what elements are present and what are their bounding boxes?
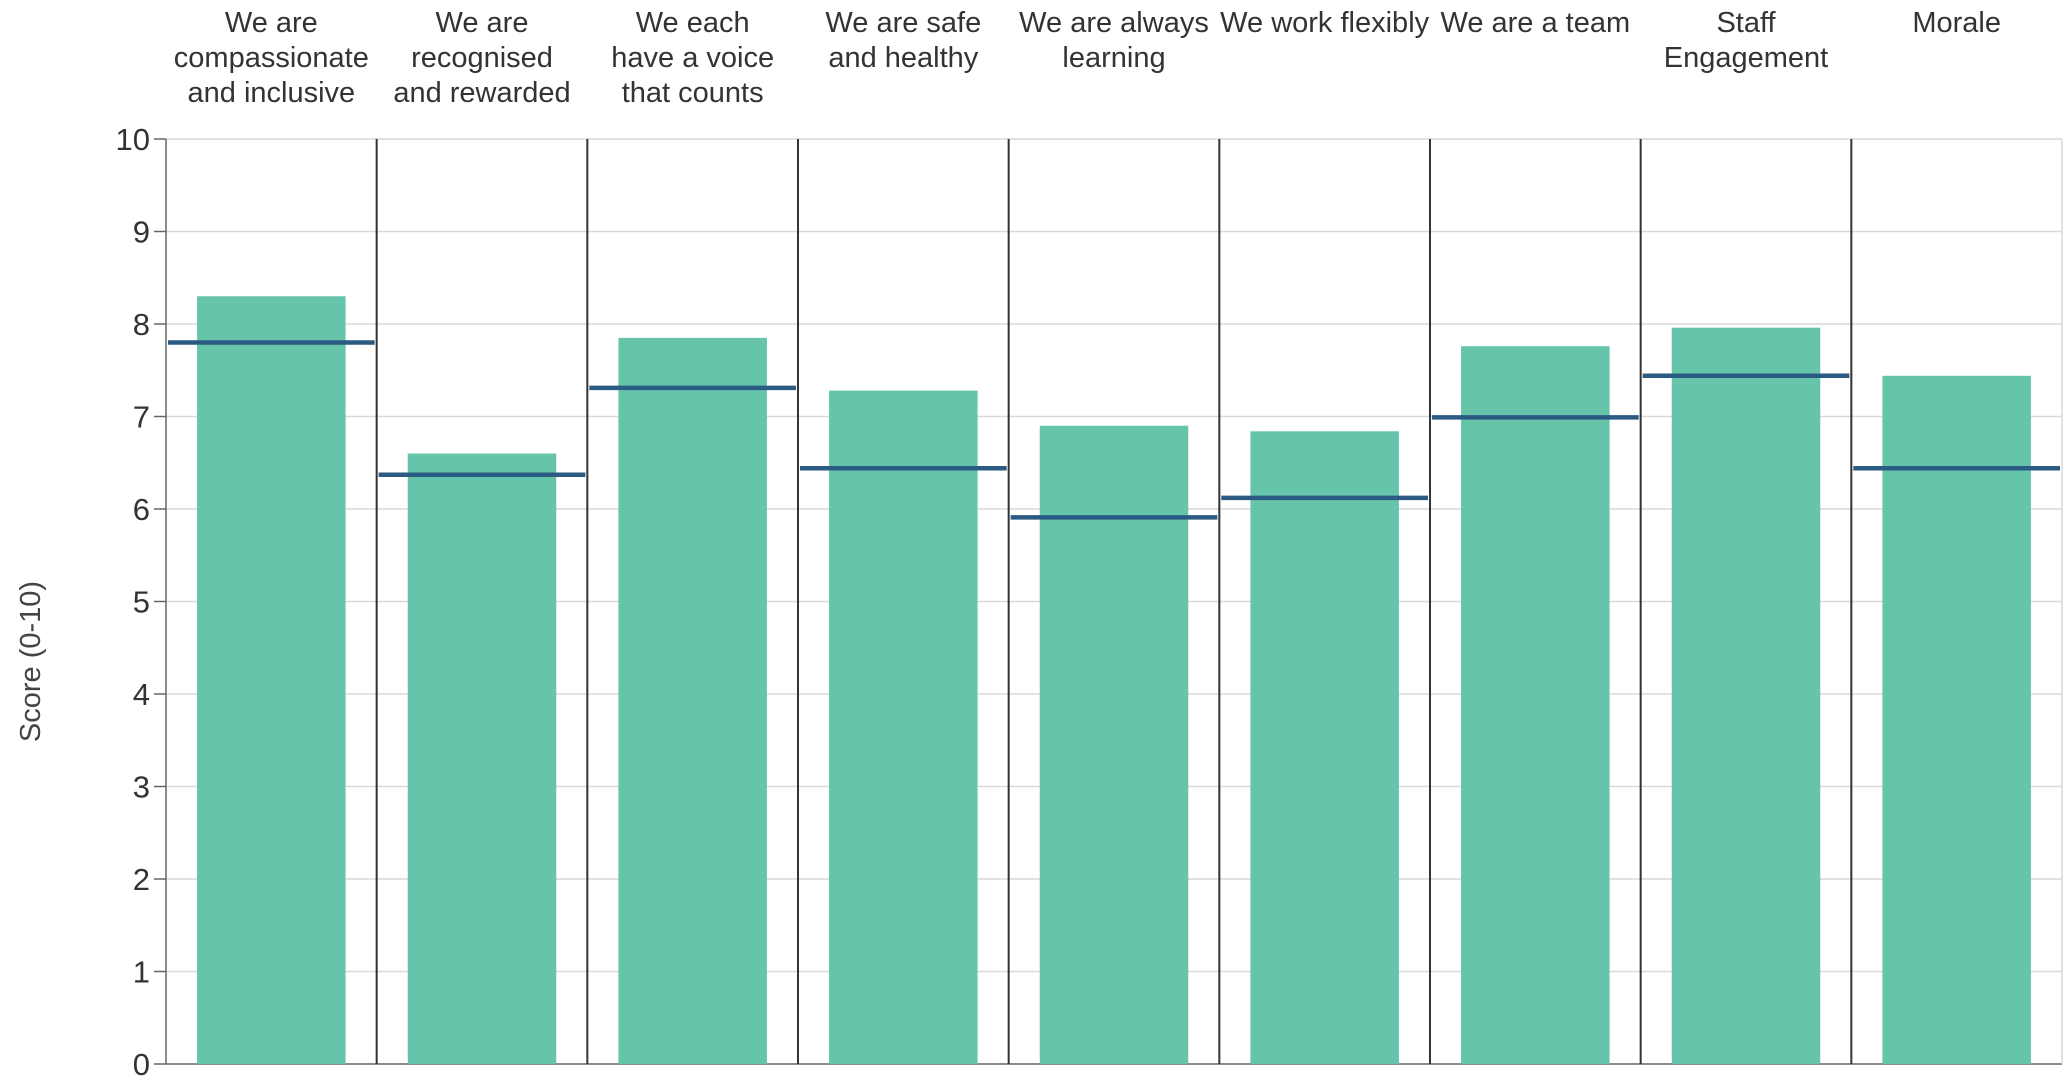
bar xyxy=(829,390,978,1065)
y-tick-label: 5 xyxy=(133,585,150,620)
category-label-line: We are safe xyxy=(825,7,981,39)
category-label-line: and rewarded xyxy=(393,77,570,109)
y-tick-label: 10 xyxy=(116,122,150,157)
category-label-line: We each xyxy=(636,7,750,39)
bar xyxy=(407,453,557,1064)
category-label: We are recognised and rewarded xyxy=(393,7,570,109)
category-label: We are safe and healthy xyxy=(825,7,981,74)
bar xyxy=(1882,375,2031,1064)
category-label: We are a team xyxy=(1440,7,1630,39)
y-tick-label: 2 xyxy=(133,862,150,897)
category-label-line: compassionate xyxy=(174,42,369,74)
category-label-line: and healthy xyxy=(828,42,978,74)
category-label-line: Engagement xyxy=(1664,42,1828,74)
y-tick-label: 9 xyxy=(133,215,150,250)
category-label-line: have a voice xyxy=(611,42,774,74)
category-label-line: recognised xyxy=(411,42,553,74)
y-tick-label: 6 xyxy=(133,492,150,527)
y-tick-label: 8 xyxy=(133,307,150,342)
category-label-line: and inclusive xyxy=(188,77,356,109)
category-label-line: We are always xyxy=(1019,7,1209,39)
category-label-line: We are xyxy=(225,7,318,39)
category-label-line: learning xyxy=(1062,42,1165,74)
bar xyxy=(1250,431,1399,1064)
category-label-line: We are xyxy=(436,7,529,39)
category-label-line: We are a team xyxy=(1440,7,1630,39)
category-label: We each have a voice that counts xyxy=(611,7,774,109)
bar xyxy=(1039,425,1189,1064)
category-label: We are always learning xyxy=(1019,7,1209,74)
bar xyxy=(1671,327,1821,1064)
y-tick-label: 3 xyxy=(133,770,150,805)
category-label-line: Morale xyxy=(1912,7,2001,39)
category-label: We work flexibly xyxy=(1220,7,1429,39)
bar xyxy=(618,337,767,1064)
y-tick-label: 7 xyxy=(133,400,150,435)
category-label-line: We work flexibly xyxy=(1220,7,1429,39)
category-label: Morale xyxy=(1912,7,2001,39)
y-axis-title: Score (0-10) xyxy=(15,581,47,742)
y-tick-label: 1 xyxy=(133,955,150,990)
category-label: We are compassionate and inclusive xyxy=(174,7,369,109)
y-tick-label: 0 xyxy=(133,1047,150,1080)
category-label: Staff Engagement xyxy=(1664,7,1828,74)
y-tick-label: 4 xyxy=(133,677,150,712)
category-label-line: Staff xyxy=(1716,7,1776,39)
bar xyxy=(197,296,346,1064)
category-label-line: that counts xyxy=(622,77,764,109)
bar xyxy=(1461,346,1610,1064)
